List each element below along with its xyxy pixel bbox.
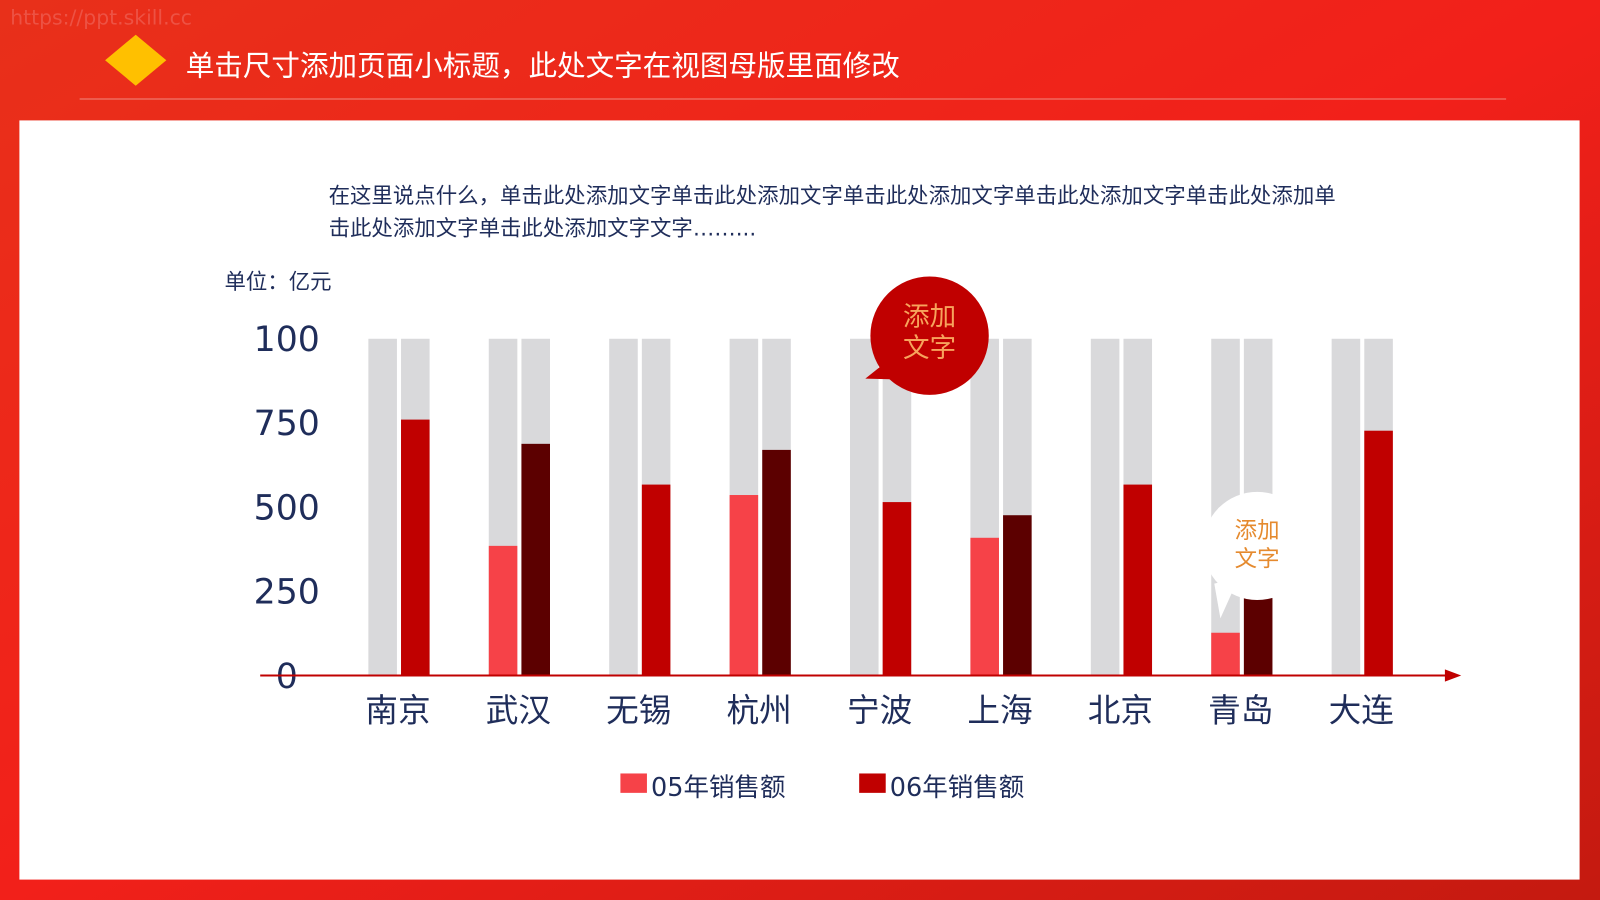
x-tick-label: 青岛 xyxy=(1208,691,1273,729)
y-tick-label: 500 xyxy=(254,488,320,528)
bar-track xyxy=(609,338,638,676)
x-tick-label: 无锡 xyxy=(606,691,671,729)
callout-text: 添加文字 xyxy=(1234,518,1280,573)
body-box: 在这里说点什么，单击此处添加文字单击此处添加文字单击此处添加文字单击此处添加文字… xyxy=(328,183,1336,241)
bar-track xyxy=(850,338,879,676)
bar xyxy=(1243,598,1273,676)
y-tick-label: 0 xyxy=(276,657,298,697)
x-tick-label: 上海 xyxy=(967,691,1032,729)
bar xyxy=(1003,515,1032,676)
legend-label: 06年销售额 xyxy=(890,773,1024,803)
legend-swatch xyxy=(620,773,647,793)
x-axis-arrow xyxy=(1444,669,1462,682)
bar xyxy=(762,449,791,676)
bar xyxy=(521,443,550,676)
x-tick-label: 大连 xyxy=(1329,691,1394,729)
legend-swatch xyxy=(859,773,886,793)
x-tick-label: 南京 xyxy=(365,691,430,729)
bar xyxy=(488,545,518,676)
x-tick-label: 宁波 xyxy=(847,691,912,729)
bar-track xyxy=(368,338,397,676)
body-text: 在这里说点什么，单击此处添加文字单击此处添加文字单击此处添加文字单击此处添加文字… xyxy=(328,183,1336,241)
callout-box: 添加文字 xyxy=(903,302,957,365)
legend-label: 05年销售额 xyxy=(651,773,785,803)
callout-box: 添加文字 xyxy=(1234,518,1280,573)
watermark: https://ppt.skill.cc xyxy=(10,5,192,29)
callout-tail xyxy=(1214,577,1239,619)
bar xyxy=(641,484,671,676)
bar-track xyxy=(1090,338,1120,676)
callouts: 添加文字 添加文字 xyxy=(865,276,1312,619)
y-tick-label: 250 xyxy=(254,573,320,613)
y-tick-label: 100 xyxy=(254,320,320,360)
bar-track xyxy=(1331,338,1361,676)
bar xyxy=(970,537,999,676)
panel xyxy=(19,120,1580,880)
bar xyxy=(882,502,912,676)
bar xyxy=(1211,632,1240,676)
x-tick-label: 杭州 xyxy=(727,691,792,729)
x-tick-label: 北京 xyxy=(1088,691,1153,729)
unit-label: 单位：亿元 xyxy=(224,270,331,295)
bar xyxy=(1123,484,1153,676)
x-tick-label: 武汉 xyxy=(486,691,551,729)
bar xyxy=(401,419,430,676)
y-tick-label: 750 xyxy=(254,404,320,444)
callout-bubble xyxy=(1203,491,1312,600)
slide-title: 单击尺寸添加页面小标题，此处文字在视图母版里面修改 xyxy=(186,49,900,83)
bar xyxy=(729,495,759,676)
plot: 0 250 500 750 100 南京 武汉 无锡 杭州 宁波 上海 北京 青岛 大连 xyxy=(254,320,1394,729)
callout-text: 添加文字 xyxy=(903,302,957,365)
bar xyxy=(1364,430,1393,676)
callout-bubble xyxy=(870,276,989,395)
